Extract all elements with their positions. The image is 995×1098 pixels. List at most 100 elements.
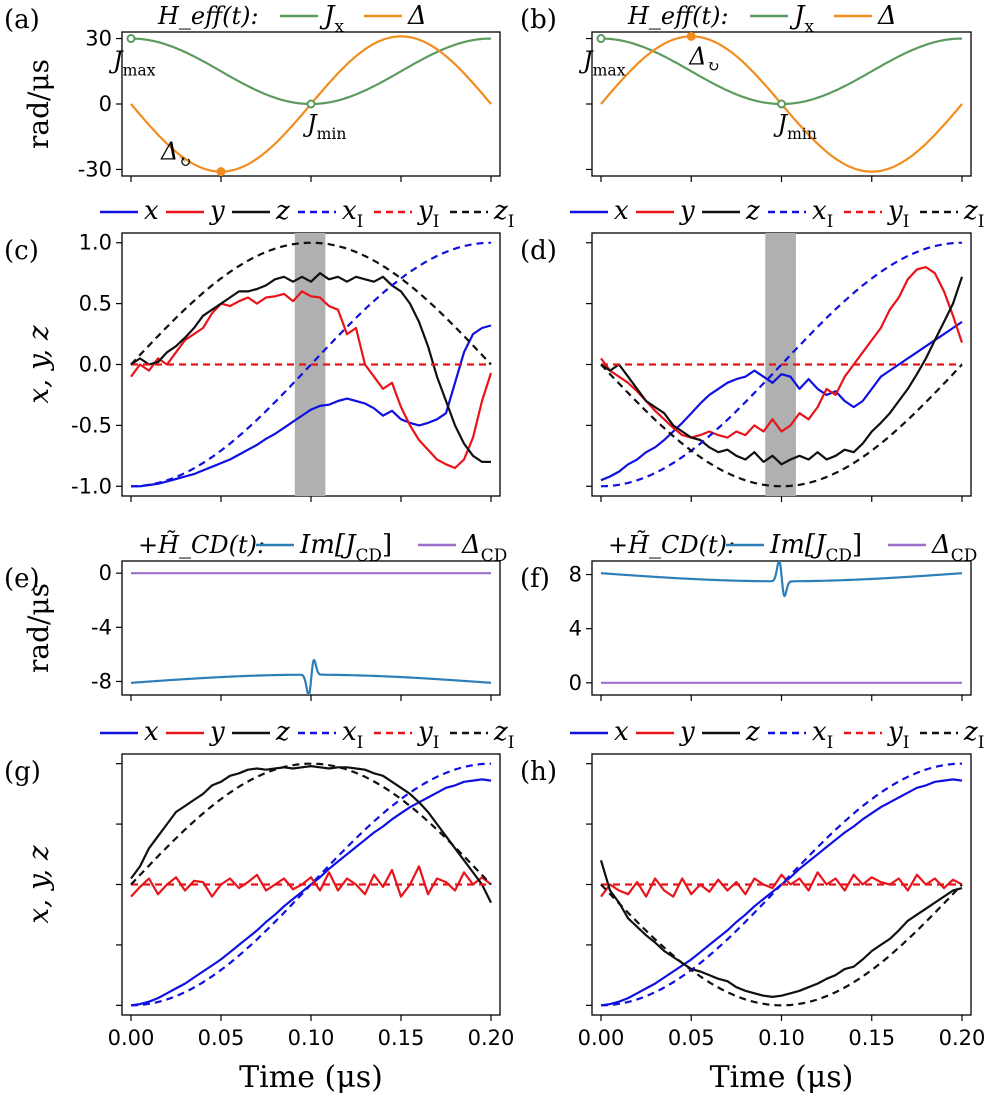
series-z-h xyxy=(599,859,963,998)
annotation-Δ↻: Δ↻ xyxy=(688,42,719,75)
ytick-label-c: 1.0 xyxy=(79,231,112,255)
legend-label-x_I-c-main: x xyxy=(342,196,357,226)
legend-label-b: Δ xyxy=(877,1,897,31)
annotation-Δ↻-sub: ↻ xyxy=(178,153,191,171)
legend-label-y_I-h: yI xyxy=(887,717,909,752)
series-z_I-d xyxy=(600,363,963,488)
legend-label-x_I-h-main: x xyxy=(812,717,827,747)
plot-area-f xyxy=(600,561,963,684)
panel-label-g: (g) xyxy=(4,757,41,787)
annotation-Jmax-sub: max xyxy=(123,62,156,80)
legend-label-y_I-h-sub: I xyxy=(903,732,910,752)
ytick-label-a: 30 xyxy=(85,27,112,51)
legend-label-a-sub: x xyxy=(334,16,344,36)
legend-label-y-d-main: y xyxy=(679,196,695,226)
legend-label-y_I-g-sub: I xyxy=(433,732,440,752)
annotation-Δ↻-sub: ↻ xyxy=(707,58,720,76)
series-Im_J_CD_-e xyxy=(130,658,492,695)
annotation-Δ↻-main: Δ xyxy=(688,42,706,70)
series-z-g xyxy=(130,765,492,904)
series-x_I-c xyxy=(130,241,492,488)
legend-prefix-b: H_eff(t): xyxy=(627,2,729,30)
legend-label-x-c-main: x xyxy=(144,196,159,226)
legend-label-x_I-g: xI xyxy=(342,717,363,752)
series-x_I-h xyxy=(601,762,962,1007)
legend-label-z_I-c-sub: I xyxy=(508,211,515,231)
legend-label-y_I-g: yI xyxy=(417,717,439,752)
legend-label-y-c: y xyxy=(209,196,225,226)
legend-label-x-d-main: x xyxy=(614,196,629,226)
panel-h: 0.00 0.05 0.10 0.15 0.20(h)Time (μs)x y z xI yI z… xyxy=(520,717,985,1095)
ylabel-a: rad/μs xyxy=(22,59,55,149)
annotation-Jmin: Jmin xyxy=(773,110,817,143)
series-y-c xyxy=(130,290,493,470)
legend-label-x_I-c: xI xyxy=(342,196,363,231)
legend-label-y-d: y xyxy=(679,196,695,226)
panel-c: 1.00.50.0-0.5-1.0(c)x, y, zx y z xI yI zI xyxy=(4,196,514,502)
xtick-label-g: 0.00 xyxy=(108,1026,155,1050)
annotation-Jmax-main: J xyxy=(108,47,124,75)
legend-label-x-d: x xyxy=(614,196,629,226)
xtick-label-h: 0.15 xyxy=(848,1026,895,1050)
legend-label-x_I-g-main: x xyxy=(342,717,357,747)
annotation-Jmin: Jmin xyxy=(302,110,346,143)
series-z-c xyxy=(130,272,491,463)
legend-label-x_I-d: xI xyxy=(812,196,833,231)
legend-label-y_I-d-sub: I xyxy=(903,211,910,231)
series-y-g xyxy=(130,865,492,898)
annotation-Jmax-sub: max xyxy=(593,62,626,80)
annotation-Jmin-main: J xyxy=(773,110,789,138)
ytick-label-f: 8 xyxy=(569,563,582,587)
legend-label-z-h-main: z xyxy=(745,717,760,747)
xlabel-h: Time (μs) xyxy=(710,1060,854,1095)
legend-label-x-c: x xyxy=(144,196,159,226)
marker-max xyxy=(126,34,136,44)
annotation-Jmin-sub: min xyxy=(317,125,347,143)
legend-label-z-h: z xyxy=(745,717,760,747)
legend-label-z_I-d-main: z xyxy=(963,196,978,226)
legend-label-e-sub: CD xyxy=(356,545,382,565)
legend-label-y_I-h-main: y xyxy=(887,717,903,747)
panel-g: 0.00 0.05 0.10 0.15 0.20 (g) x, y, z Time (μs) x… xyxy=(4,717,514,1095)
ytick-label-c: -0.5 xyxy=(71,413,112,437)
legend-label-f: Im[JCD] xyxy=(769,530,862,565)
legend-label-x_I-h: xI xyxy=(812,717,833,752)
legend-label-y-h: y xyxy=(679,717,695,747)
ytick-label-c: -1.0 xyxy=(71,474,112,498)
legend-label-y_I-c-sub: I xyxy=(433,211,440,231)
legend-label-a: Jx xyxy=(319,1,344,36)
series-y-h xyxy=(600,871,963,898)
panel-label-f: (f) xyxy=(520,564,550,594)
legend-label-x_I-d-main: x xyxy=(812,196,827,226)
legend-label-x-h: x xyxy=(614,717,629,747)
legend-label-x-g: x xyxy=(144,717,159,747)
ytick-label-f: 0 xyxy=(569,671,582,695)
legend-label-f-main: Im[J xyxy=(769,530,827,560)
legend-label-z-c-main: z xyxy=(275,196,290,226)
legend-label-z_I-g-sub: I xyxy=(508,732,515,752)
legend-label-z-g: z xyxy=(275,717,290,747)
legend-label-z-g-main: z xyxy=(275,717,290,747)
ytick-label-a: -30 xyxy=(78,157,112,181)
ytick-label-e: 0 xyxy=(99,561,112,585)
annotation-Δ↻-main: Δ xyxy=(160,138,178,166)
legend-prefix-a: H_eff(t): xyxy=(157,2,259,30)
legend-label-z_I-g: zI xyxy=(493,717,514,752)
panel-label-d: (d) xyxy=(520,236,557,266)
xtick-label-h: 0.00 xyxy=(578,1026,625,1050)
legend-label-z-c: z xyxy=(275,196,290,226)
legend-label-x_I-g-sub: I xyxy=(357,732,364,752)
plot-area-d xyxy=(600,241,964,488)
legend-label-b-main: Δ xyxy=(877,1,897,31)
annotation-Jmin-sub: min xyxy=(787,125,817,143)
legend-label-e-main: Δ xyxy=(461,530,481,560)
plot-area-c xyxy=(130,241,493,488)
legend-prefix-f: +H̃_CD(t): xyxy=(608,531,735,559)
legend-label-z_I-c: zI xyxy=(493,196,514,231)
legend-label-f-sub: CD xyxy=(951,545,977,565)
series-z_I-h xyxy=(600,883,963,1007)
legend-label-z-d-main: z xyxy=(745,196,760,226)
